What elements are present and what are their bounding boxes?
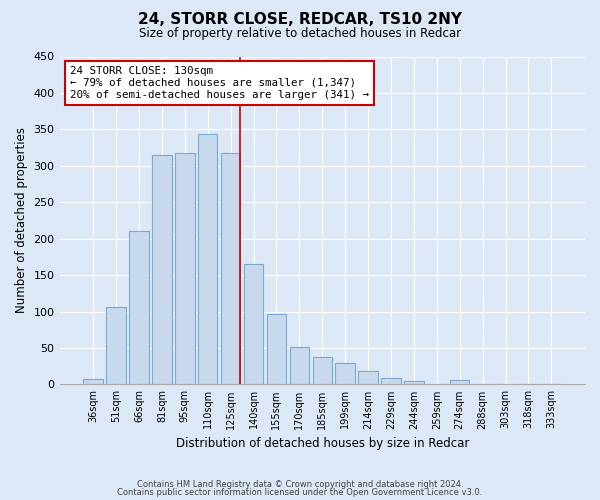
Bar [198,134,217,384]
Bar [290,348,309,385]
Text: Size of property relative to detached houses in Redcar: Size of property relative to detached ho… [139,28,461,40]
X-axis label: Distribution of detached houses by size in Redcar: Distribution of detached houses by size … [176,437,469,450]
Bar [83,380,103,384]
Bar [175,152,194,384]
Text: 24 STORR CLOSE: 130sqm
← 79% of detached houses are smaller (1,347)
20% of semi-: 24 STORR CLOSE: 130sqm ← 79% of detached… [70,66,369,100]
Bar [106,307,126,384]
Text: 24, STORR CLOSE, REDCAR, TS10 2NY: 24, STORR CLOSE, REDCAR, TS10 2NY [138,12,462,28]
Bar [244,264,263,384]
Text: Contains public sector information licensed under the Open Government Licence v3: Contains public sector information licen… [118,488,482,497]
Bar [358,372,378,384]
Bar [267,314,286,384]
Text: Contains HM Land Registry data © Crown copyright and database right 2024.: Contains HM Land Registry data © Crown c… [137,480,463,489]
Bar [152,155,172,384]
Y-axis label: Number of detached properties: Number of detached properties [15,128,28,314]
Bar [129,230,149,384]
Bar [313,358,332,384]
Bar [221,152,241,384]
Bar [381,378,401,384]
Bar [335,364,355,384]
Bar [404,381,424,384]
Bar [450,380,469,384]
